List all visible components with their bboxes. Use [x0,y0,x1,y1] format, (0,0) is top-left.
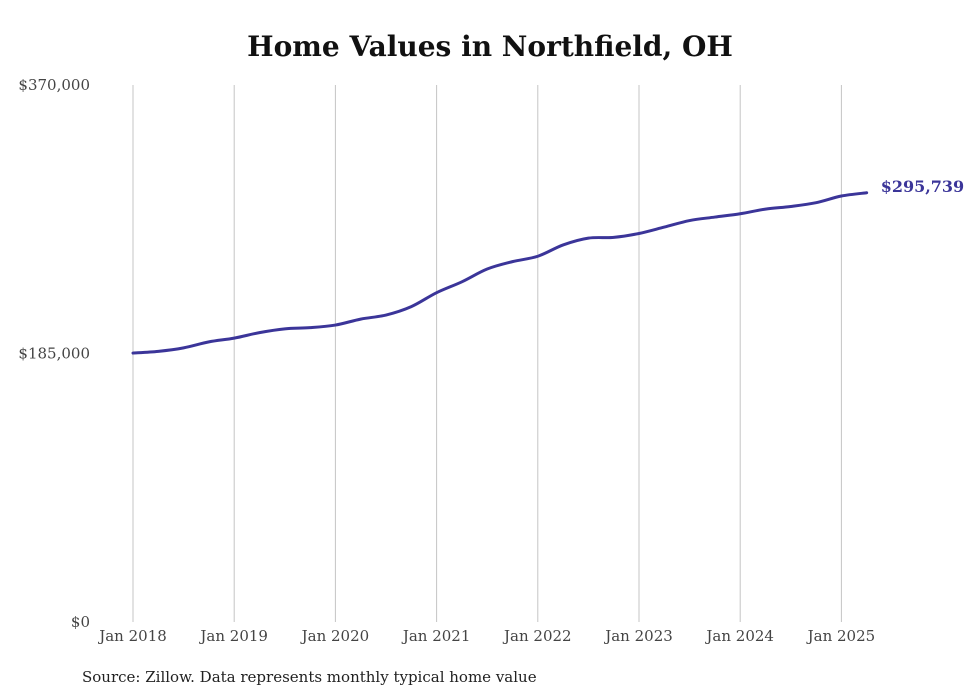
y-tick-label: $0 [71,613,90,631]
x-tick-label: Jan 2018 [97,627,167,645]
x-tick-label: Jan 2025 [806,627,876,645]
end-value-label: $295,739 [881,177,965,196]
source-note: Source: Zillow. Data represents monthly … [82,668,537,686]
x-tick-label: Jan 2021 [401,627,471,645]
x-tick-label: Jan 2024 [704,627,774,645]
data-labels: $295,739 [881,177,965,196]
y-tick-label: $185,000 [18,345,90,363]
x-tick-label: Jan 2020 [300,627,370,645]
y-axis-ticks: $0 $185,000 $370,000 [18,76,90,631]
y-tick-label: $370,000 [18,76,90,94]
gridlines [132,85,842,622]
series-line [131,191,869,355]
x-axis-ticks: Jan 2018 Jan 2019 Jan 2020 Jan 2021 Jan 2022… [97,627,875,645]
x-tick-label: Jan 2019 [198,627,268,645]
x-tick-label: Jan 2023 [603,627,673,645]
x-tick-label: Jan 2022 [502,627,572,645]
series-group [131,191,869,355]
chart-title: Home Values in Northfield, OH [247,30,733,63]
